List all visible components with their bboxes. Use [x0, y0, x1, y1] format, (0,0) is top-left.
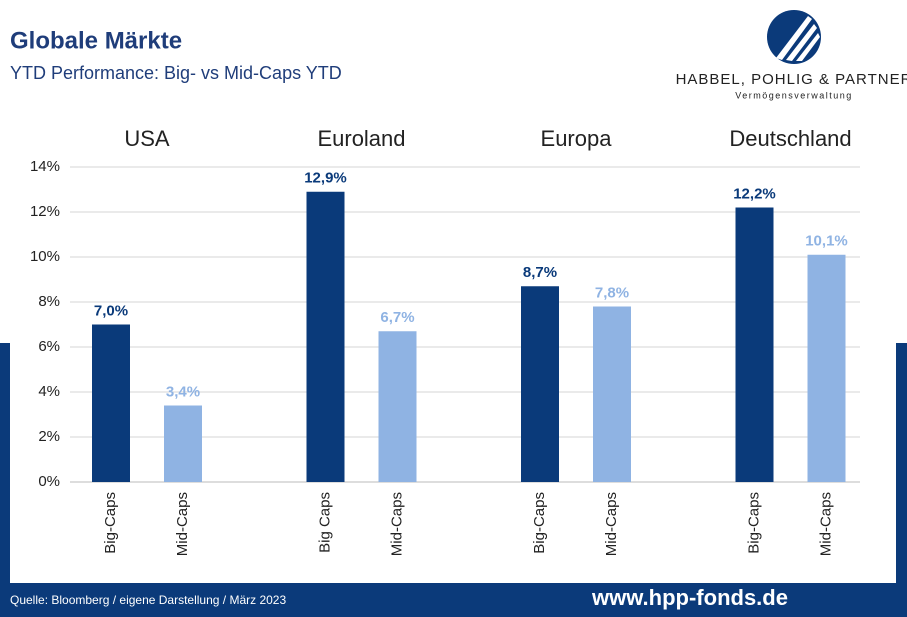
chart-title: Globale Märkte	[10, 27, 182, 54]
y-tick-label: 2%	[38, 428, 60, 445]
y-tick-label: 10%	[30, 248, 60, 265]
x-tick-label: Mid-Caps	[388, 492, 405, 556]
value-label: 10,1%	[805, 233, 848, 250]
bar	[306, 191, 345, 482]
source-note: Quelle: Bloomberg / eigene Darstellung /…	[10, 593, 286, 607]
logo-name: HABBEL, POHLIG & PARTNER	[676, 71, 907, 88]
logo-tagline: Vermögensverwaltung	[735, 90, 853, 100]
value-label: 3,4%	[166, 383, 200, 400]
bar	[735, 207, 774, 482]
x-tick-label: Big Caps	[316, 492, 333, 553]
y-tick-label: 6%	[38, 338, 60, 355]
x-tick-label: Big-Caps	[102, 492, 119, 554]
value-label: 12,2%	[733, 185, 776, 202]
bar	[164, 405, 202, 482]
y-tick-label: 12%	[30, 203, 60, 220]
value-label: 7,8%	[595, 284, 629, 301]
bar	[92, 324, 130, 482]
side-strip	[0, 343, 10, 617]
x-tick-label: Mid-Caps	[174, 492, 191, 556]
group-label: USA	[124, 126, 170, 151]
value-label: 8,7%	[523, 264, 557, 281]
bar	[378, 331, 417, 482]
y-tick-label: 0%	[38, 473, 60, 490]
x-tick-label: Mid-Caps	[603, 492, 620, 556]
footer-band	[0, 583, 907, 617]
website: www.hpp-fonds.de	[591, 585, 788, 610]
y-tick-label: 4%	[38, 383, 60, 400]
group-label: Europa	[541, 126, 613, 151]
x-tick-label: Big-Caps	[745, 492, 762, 554]
group-label: Euroland	[317, 126, 405, 151]
logo-stripes	[776, 16, 820, 61]
value-label: 12,9%	[304, 170, 347, 187]
bar	[521, 286, 559, 482]
value-label: 6,7%	[380, 309, 414, 326]
value-label: 7,0%	[94, 302, 128, 319]
y-tick-label: 14%	[30, 158, 60, 175]
group-label: Deutschland	[729, 126, 851, 151]
bar	[593, 306, 631, 482]
side-strip	[896, 343, 907, 617]
x-tick-label: Mid-Caps	[817, 492, 834, 556]
chart-subtitle: YTD Performance: Big- vs Mid-Caps YTD	[10, 63, 342, 83]
y-tick-label: 8%	[38, 293, 60, 310]
logo-mark	[767, 10, 821, 64]
bar	[807, 254, 846, 482]
x-tick-label: Big-Caps	[531, 492, 548, 554]
